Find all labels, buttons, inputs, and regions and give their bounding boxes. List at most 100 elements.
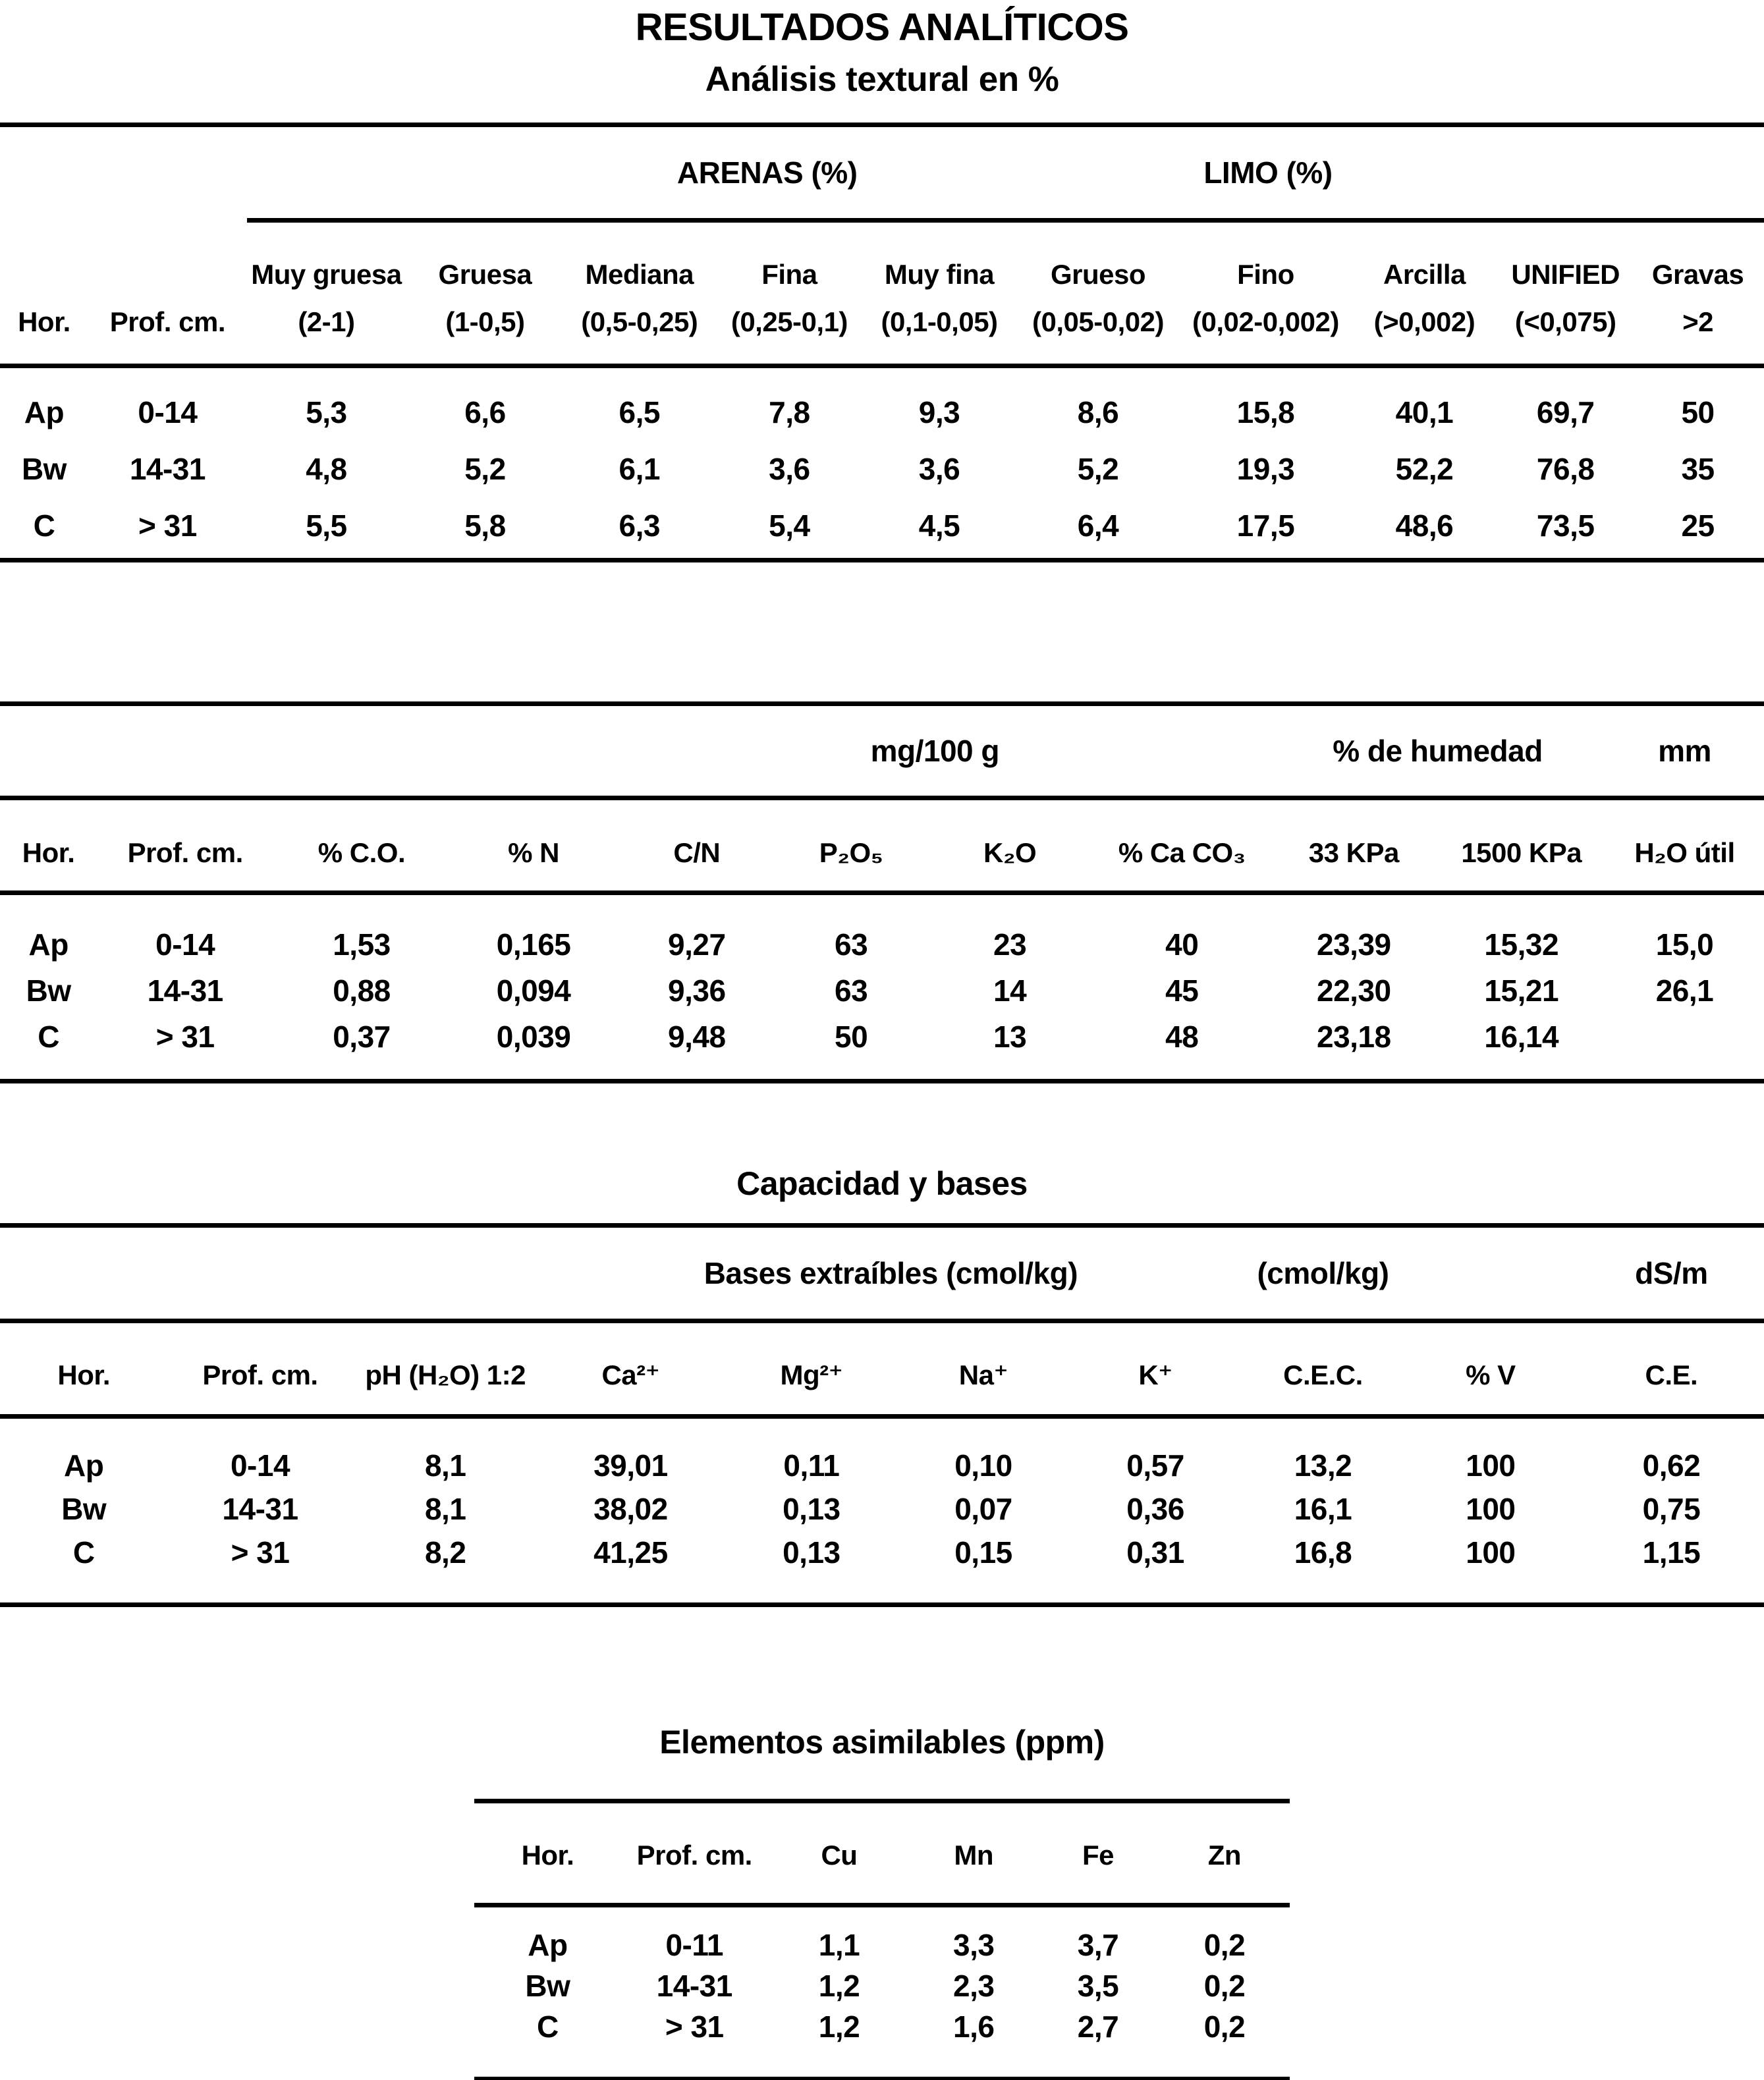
table-cell: 45 [1165, 973, 1199, 1008]
group-header-bases-extraibles: Bases extraíbles (cmol/kg) [537, 1225, 1244, 1323]
group-header-limo: LIMO (%) [1014, 124, 1350, 223]
table-cell: 22,30 [1317, 973, 1391, 1008]
table-cell: 9,3 [918, 395, 960, 430]
table-cell: 19,3 [1236, 452, 1295, 487]
elementos-section-title: Elementos asimilables (ppm) [659, 1724, 1105, 1761]
table-cell: 0,15 [954, 1535, 1012, 1570]
table-cell: 6,5 [619, 395, 661, 430]
table-cell: 0,13 [783, 1535, 841, 1570]
column-header-label: Fino [1237, 259, 1294, 290]
group-header-spacer [1349, 124, 1764, 223]
table-cell: 6,4 [1077, 508, 1119, 543]
table-cell: 6,3 [619, 508, 661, 543]
table-cell: Bw [61, 1492, 107, 1527]
table-cell: 5,2 [464, 452, 506, 487]
table-cell: 0-14 [138, 395, 198, 430]
column-header-label: UNIFIED [1511, 259, 1620, 290]
table-cell: Bw [21, 452, 67, 487]
column-header-n: % N [449, 798, 618, 895]
table-cell: 5,8 [464, 508, 506, 543]
column-header-ph: pH (H₂O) 1:2 [352, 1321, 538, 1419]
column-header-unified: UNIFIED (<0,075) [1499, 220, 1632, 369]
group-header-arenas: ARENAS (%) [246, 124, 1014, 223]
table-cell: C [72, 1535, 95, 1570]
table-cell: > 31 [138, 508, 197, 543]
table-cell: 50 [835, 1019, 868, 1054]
table-cell: 9,27 [668, 927, 726, 962]
column-header-k: K⁺ [1067, 1321, 1244, 1419]
table-cell: 100 [1466, 1492, 1516, 1527]
column-header-prof: Prof. cm. [167, 1321, 353, 1419]
column-header-mediana: Mediana (0,5-0,25) [564, 220, 715, 369]
column-header-p2o5: P₂O₅ [776, 798, 926, 895]
column-header-fina: Fina (0,25-0,1) [714, 220, 865, 369]
column-header-ce: C.E. [1578, 1321, 1764, 1419]
column-header-label: Prof. cm. [109, 306, 226, 338]
table-cell: 15,0 [1655, 927, 1714, 962]
table-cell: Ap [528, 1928, 568, 1963]
table-cell: 1,53 [333, 927, 391, 962]
column-header-range: (0,25-0,1) [730, 306, 848, 338]
column-header-range: (>0,002) [1373, 306, 1475, 338]
table-cell: Ap [28, 927, 69, 962]
column-header-k2o: K₂O [925, 798, 1094, 895]
table-cell: 23,39 [1317, 927, 1391, 962]
table-cell: 73,5 [1536, 508, 1595, 543]
column-header-prof: Prof. cm. [88, 220, 247, 369]
column-header-prof: Prof. cm. [97, 798, 274, 895]
column-header-muy-fina: Muy fina (0,1-0,05) [864, 220, 1014, 369]
page-title: RESULTADOS ANALÍTICOS [635, 6, 1129, 49]
table-cell: 2,3 [953, 1969, 995, 2004]
table-cell: > 31 [665, 2010, 724, 2044]
column-header-grueso: Grueso (0,05-0,02) [1014, 220, 1182, 369]
table-cell: 16,14 [1484, 1019, 1559, 1054]
table-cell: 8,2 [424, 1535, 466, 1570]
table-cell: 1,15 [1642, 1535, 1701, 1570]
table-cell: 15,32 [1484, 927, 1559, 962]
table-cell: 9,48 [668, 1019, 726, 1054]
column-header-zn: Zn [1159, 1801, 1290, 1908]
table-cell: 13,2 [1294, 1448, 1352, 1483]
table-cell: 76,8 [1536, 452, 1595, 487]
table-cell: 14-31 [129, 452, 206, 487]
table-cell: 0,62 [1642, 1448, 1701, 1483]
table-cell: 0,11 [783, 1448, 840, 1483]
table-cell: 52,2 [1395, 452, 1454, 487]
column-header-range: (<0,075) [1514, 306, 1616, 338]
column-header-label: Fina [761, 259, 817, 290]
group-header-mm: mm [1605, 703, 1764, 801]
column-header-gruesa: Gruesa (1-0,5) [405, 220, 565, 369]
table-cell: 0,07 [954, 1492, 1012, 1527]
table-cell: Ap [24, 395, 65, 430]
table-cell: 0-11 [665, 1928, 723, 1963]
column-header-label: Arcilla [1383, 259, 1466, 290]
table-cell: 26,1 [1655, 973, 1714, 1008]
table-cell: 35 [1681, 452, 1715, 487]
table-cell: 0,165 [496, 927, 571, 962]
column-header-label: Muy fina [884, 259, 995, 290]
column-header-mg: Mg²⁺ [723, 1321, 900, 1419]
group-header-spacer [0, 125, 247, 221]
table-cell: 4,8 [306, 452, 347, 487]
table-cell: 0,31 [1126, 1535, 1184, 1570]
group-header-humedad: % de humedad [1270, 703, 1605, 801]
table-row: Bw 14-31 0,88 0,094 9,36 63 14 45 22,30 15,21 26,1 [0, 968, 1764, 1014]
column-header-row: Hor. Prof. cm. Cu Mn Fe Zn [474, 1801, 1290, 1908]
table-cell: 15,21 [1484, 973, 1559, 1008]
column-header-label: Hor. [18, 306, 70, 338]
table-cell: 23 [993, 927, 1027, 962]
table-cell: 0,36 [1126, 1492, 1184, 1527]
column-header-range: >2 [1682, 306, 1713, 338]
table-cell: 48,6 [1395, 508, 1454, 543]
table-cell: 0,2 [1203, 1928, 1246, 1963]
column-header-label: Gravas [1651, 259, 1744, 290]
column-header-range: (0,02-0,002) [1192, 306, 1339, 338]
column-header-na: Na⁺ [899, 1321, 1068, 1419]
group-header-arenas-label: ARENAS (%) [676, 155, 858, 190]
chem-table: mg/100 g % de humedad mm Hor. Prof. cm. … [0, 701, 1764, 1083]
table-row: Bw 14-31 1,2 2,3 3,5 0,2 [474, 1965, 1290, 2006]
group-header-spacer [0, 703, 777, 801]
table-cell: 7,8 [769, 395, 810, 430]
table-cell: 5,3 [306, 395, 347, 430]
table-cell: 14 [993, 973, 1027, 1008]
